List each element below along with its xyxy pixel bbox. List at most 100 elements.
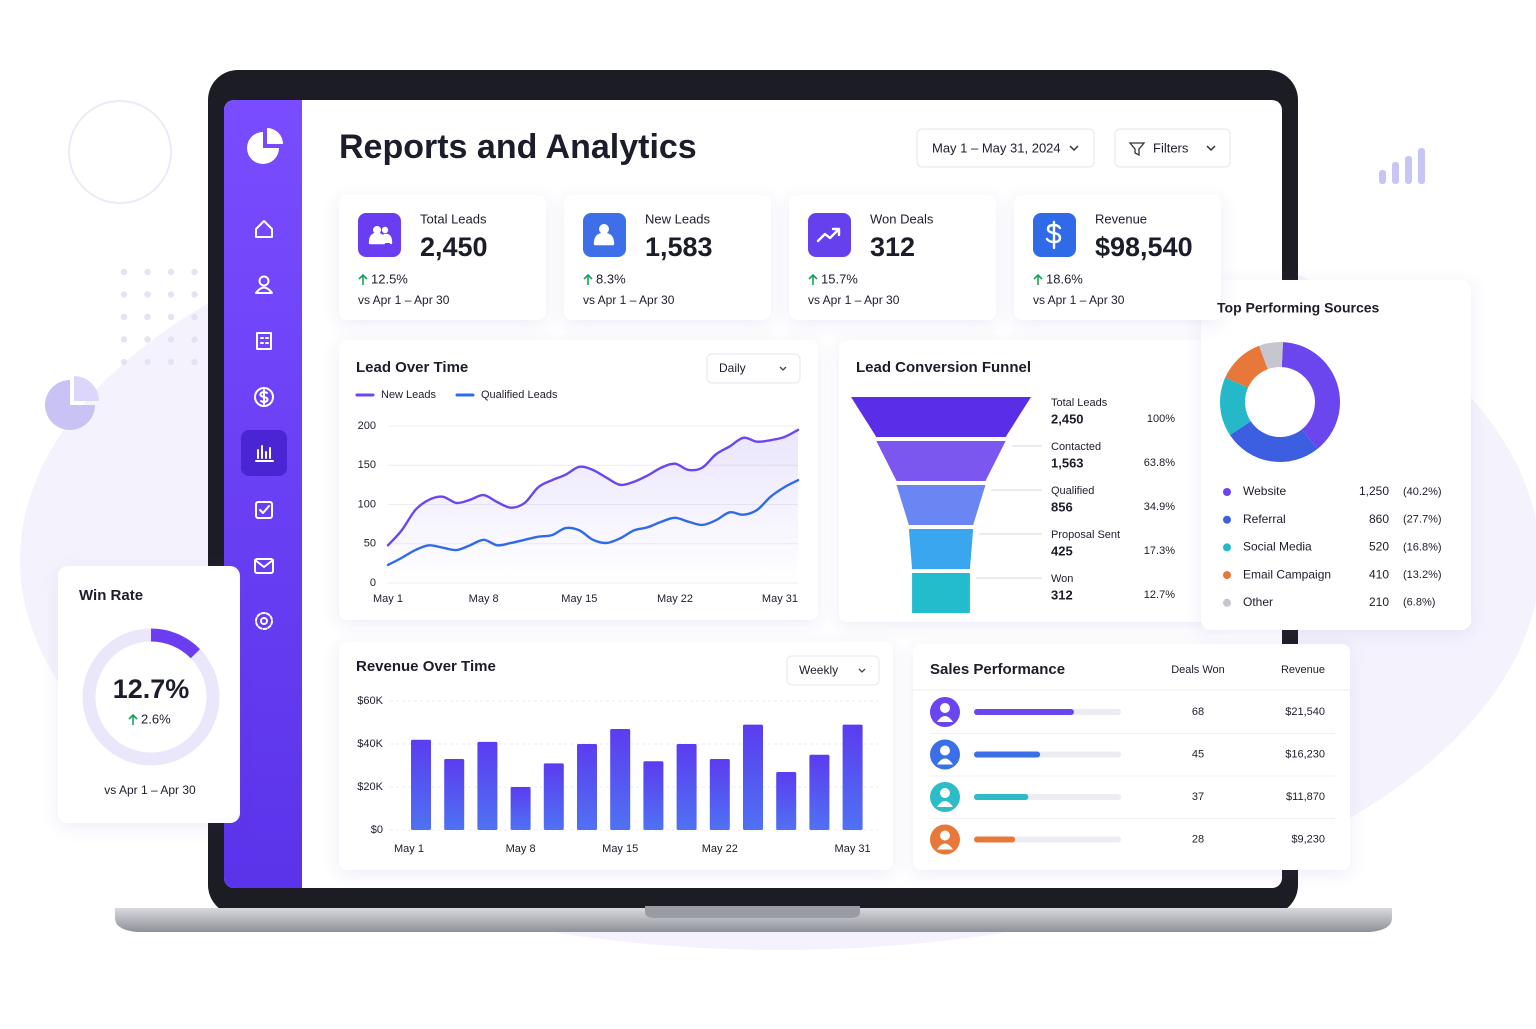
source-share: (27.7%) (1403, 514, 1442, 526)
period-label[interactable]: Daily (719, 361, 746, 375)
stage-label: Qualified (1051, 485, 1094, 497)
nav-tasks[interactable] (255, 501, 273, 519)
kpi-glyph (593, 232, 615, 246)
stage-value: 425 (1051, 543, 1073, 558)
stage-label: Total Leads (1051, 397, 1108, 409)
decor-bars (1379, 148, 1425, 184)
bar (411, 739, 431, 830)
revenue: $16,230 (1285, 748, 1325, 760)
kpi-glyph (368, 232, 393, 245)
source-share: (13.2%) (1403, 569, 1442, 581)
logo[interactable] (267, 128, 283, 144)
legend-dot (1223, 571, 1231, 580)
kpi-change: 12.5% (371, 271, 408, 286)
x-tick-label: May 15 (561, 593, 597, 605)
sidebar (224, 100, 302, 888)
donut-slice (1220, 377, 1251, 436)
dot (144, 313, 151, 321)
legend-dot (1223, 515, 1231, 524)
x-tick-label: May 1 (373, 593, 403, 605)
nav-contacts[interactable] (255, 275, 273, 294)
nav-reports[interactable] (255, 445, 274, 462)
x-tick-label: May 1 (394, 843, 424, 855)
deals-won: 28 (1192, 833, 1204, 845)
kpi-glyph (373, 226, 381, 234)
dot (167, 268, 175, 276)
source-value: 1,250 (1359, 484, 1389, 498)
filters-label[interactable]: Filters (1153, 140, 1189, 155)
chevron[interactable] (1206, 145, 1216, 152)
gauge-arc (151, 628, 201, 659)
kpi-glyph (816, 227, 841, 243)
filter-icon[interactable] (1128, 142, 1146, 157)
up-arrow (128, 713, 138, 725)
kpi-value: $98,540 (1095, 232, 1193, 262)
nav-settings[interactable] (255, 612, 273, 630)
dot (120, 268, 128, 276)
chevron[interactable] (1069, 145, 1079, 152)
y-tick-label: 200 (358, 420, 376, 432)
y-tick-label: $40K (357, 738, 383, 750)
date-range[interactable]: May 1 – May 31, 2024 (932, 140, 1061, 155)
period-dropdown[interactable] (786, 655, 880, 686)
bar (610, 728, 631, 830)
up-arrow (808, 273, 818, 285)
dot (120, 336, 128, 343)
stage-label: Contacted (1051, 441, 1101, 453)
nav-home[interactable] (255, 220, 273, 238)
revenue: $11,870 (1286, 791, 1325, 803)
period-dropdown[interactable] (706, 353, 801, 384)
x-tick-label: May 31 (762, 593, 798, 605)
revenue: $21,540 (1285, 706, 1325, 718)
kpi-label: Total Leads (420, 211, 487, 226)
dot (191, 313, 198, 321)
column-header: Revenue (1281, 664, 1325, 676)
deals-won: 45 (1192, 748, 1204, 760)
kpi-glyph (1045, 220, 1062, 250)
kpi-compare: vs Apr 1 – Apr 30 (583, 293, 675, 307)
x-tick-label: May 22 (702, 843, 738, 855)
laptop-notch (645, 906, 860, 918)
legend-label: Social Media (1243, 540, 1312, 554)
y-tick-label: $0 (371, 824, 383, 836)
stage-share: 63.8% (1144, 457, 1175, 469)
y-tick-label: $60K (357, 695, 383, 707)
card-title: Revenue Over Time (356, 658, 496, 675)
x-tick-label: May 8 (506, 843, 536, 855)
source-share: (40.2%) (1403, 486, 1442, 498)
kpi-glyph (381, 226, 389, 234)
nav-revenue[interactable] (254, 387, 274, 407)
dot (144, 336, 151, 343)
nav-mail[interactable] (254, 558, 274, 574)
dot (144, 358, 151, 366)
funnel-stage (851, 397, 1031, 437)
x-tick-label: May 31 (835, 843, 871, 855)
period-label[interactable]: Weekly (799, 663, 838, 677)
y-tick-label: 150 (358, 459, 376, 471)
kpi-label: New Leads (645, 211, 711, 226)
progress-bar (974, 751, 1041, 758)
dot (191, 291, 198, 298)
nav-companies[interactable] (256, 332, 272, 350)
avatar-head (940, 830, 950, 841)
chevron (779, 366, 787, 371)
date-dropdown[interactable] (916, 128, 1095, 168)
stage-label: Proposal Sent (1051, 529, 1120, 541)
line (386, 428, 800, 547)
dot (167, 313, 175, 321)
kpi-label: Revenue (1095, 211, 1147, 226)
laptop-base (115, 908, 1392, 932)
bar (444, 759, 465, 830)
source-value: 520 (1369, 540, 1389, 554)
bar (643, 761, 664, 830)
x-tick-label: May 22 (657, 593, 693, 605)
filters-button[interactable] (1114, 128, 1231, 168)
bar (776, 771, 797, 830)
up-arrow (1033, 273, 1043, 285)
card-title: Lead Over Time (356, 359, 468, 376)
column-header: Deals Won (1171, 664, 1225, 676)
donut-slice (1259, 342, 1283, 370)
decor-dots (120, 268, 198, 366)
nav-active-bg[interactable] (241, 430, 287, 476)
